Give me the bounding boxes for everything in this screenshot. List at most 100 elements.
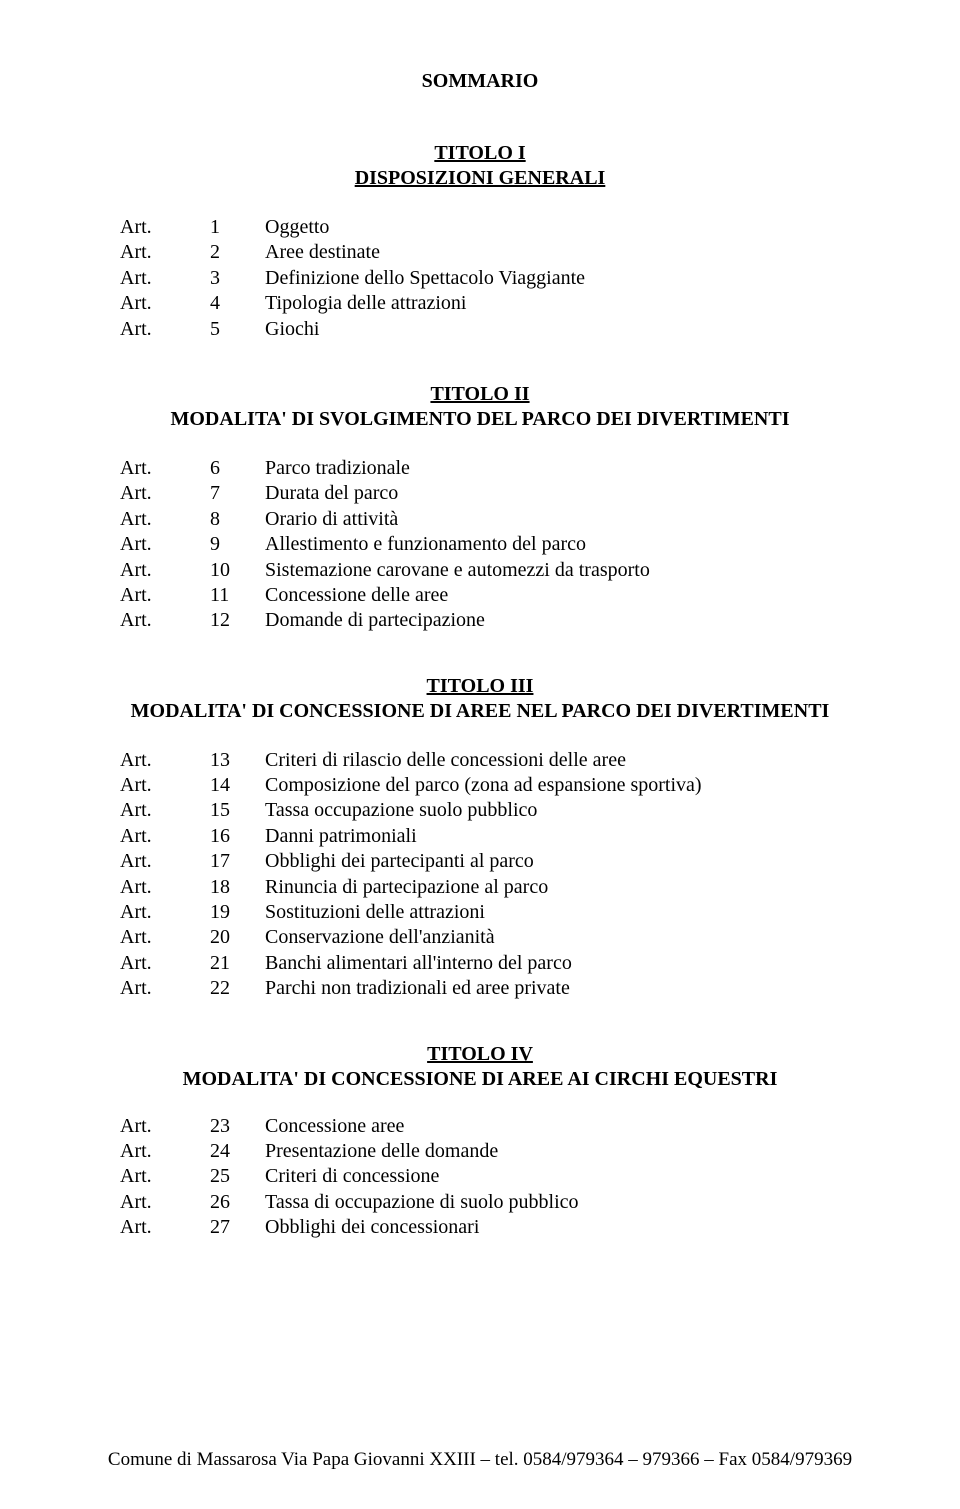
toc-art-title: Parchi non tradizionali ed aree private [265,976,840,1001]
toc-art-title: Oggetto [265,215,840,240]
toc-row: Art.8Orario di attività [120,507,840,532]
toc-art-number: 21 [210,951,265,976]
toc-row: Art.20Conservazione dell'anzianità [120,925,840,950]
toc-art-number: 3 [210,266,265,291]
toc-art-number: 2 [210,240,265,265]
toc-art-title: Danni patrimoniali [265,824,840,849]
toc-row: Art.18Rinuncia di partecipazione al parc… [120,875,840,900]
toc-row: Art.2Aree destinate [120,240,840,265]
toc-row: Art.6Parco tradizionale [120,456,840,481]
toc-art-title: Concessione delle aree [265,583,840,608]
toc-art-title: Banchi alimentari all'interno del parco [265,951,840,976]
toc-art-label: Art. [120,1139,210,1164]
toc-art-number: 13 [210,748,265,773]
toc-art-number: 4 [210,291,265,316]
toc-art-label: Art. [120,1190,210,1215]
toc-row: Art.27Obblighi dei concessionari [120,1215,840,1240]
titolo1-line2: DISPOSIZIONI GENERALI [355,167,606,189]
titolo2-items: Art.6Parco tradizionaleArt.7Durata del p… [120,456,840,634]
sommario-heading: SOMMARIO [120,70,840,93]
toc-art-title: Composizione del parco (zona ad espansio… [265,773,840,798]
toc-art-number: 8 [210,507,265,532]
toc-art-number: 17 [210,849,265,874]
toc-row: Art.1Oggetto [120,215,840,240]
toc-art-title: Criteri di concessione [265,1164,840,1189]
toc-row: Art.19Sostituzioni delle attrazioni [120,900,840,925]
toc-art-number: 6 [210,456,265,481]
toc-row: Art.14Composizione del parco (zona ad es… [120,773,840,798]
toc-art-label: Art. [120,900,210,925]
toc-art-number: 19 [210,900,265,925]
toc-art-title: Conservazione dell'anzianità [265,925,840,950]
toc-art-title: Parco tradizionale [265,456,840,481]
toc-art-title: Durata del parco [265,481,840,506]
toc-art-title: Obblighi dei partecipanti al parco [265,849,840,874]
toc-art-label: Art. [120,507,210,532]
toc-art-number: 27 [210,1215,265,1240]
toc-art-title: Giochi [265,317,840,342]
toc-art-label: Art. [120,976,210,1001]
toc-row: Art.4Tipologia delle attrazioni [120,291,840,316]
toc-art-label: Art. [120,291,210,316]
toc-art-title: Allestimento e funzionamento del parco [265,532,840,557]
toc-art-title: Domande di partecipazione [265,608,840,633]
toc-art-label: Art. [120,875,210,900]
toc-row: Art.17Obblighi dei partecipanti al parco [120,849,840,874]
titolo4-heading: TITOLO IV MODALITA' DI CONCESSIONE DI AR… [120,1042,840,1092]
toc-art-title: Orario di attività [265,507,840,532]
titolo3-items: Art.13Criteri di rilascio delle concessi… [120,748,840,1002]
toc-art-label: Art. [120,481,210,506]
toc-art-label: Art. [120,1215,210,1240]
toc-art-label: Art. [120,583,210,608]
toc-row: Art.3Definizione dello Spettacolo Viaggi… [120,266,840,291]
titolo1-items: Art.1OggettoArt.2Aree destinateArt.3Defi… [120,215,840,342]
toc-row: Art.7Durata del parco [120,481,840,506]
titolo3-heading: TITOLO III MODALITA' DI CONCESSIONE DI A… [120,674,840,724]
titolo3-line1: TITOLO III [427,675,534,697]
toc-art-label: Art. [120,849,210,874]
toc-row: Art.26Tassa di occupazione di suolo pubb… [120,1190,840,1215]
toc-row: Art.23Concessione aree [120,1114,840,1139]
toc-art-number: 7 [210,481,265,506]
titolo1-heading: TITOLO I DISPOSIZIONI GENERALI [120,141,840,191]
toc-row: Art.15Tassa occupazione suolo pubblico [120,798,840,823]
toc-art-title: Aree destinate [265,240,840,265]
titolo1-line1: TITOLO I [434,142,525,164]
toc-art-number: 14 [210,773,265,798]
toc-art-number: 5 [210,317,265,342]
titolo3-line2: MODALITA' DI CONCESSIONE DI AREE NEL PAR… [131,700,830,722]
toc-row: Art.24Presentazione delle domande [120,1139,840,1164]
toc-art-label: Art. [120,240,210,265]
toc-art-title: Tassa di occupazione di suolo pubblico [265,1190,840,1215]
titolo2-line2: MODALITA' DI SVOLGIMENTO DEL PARCO DEI D… [171,408,790,430]
document-page: SOMMARIO TITOLO I DISPOSIZIONI GENERALI … [0,0,960,1509]
toc-art-number: 10 [210,558,265,583]
toc-art-label: Art. [120,773,210,798]
toc-art-title: Definizione dello Spettacolo Viaggiante [265,266,840,291]
toc-art-number: 15 [210,798,265,823]
toc-art-number: 26 [210,1190,265,1215]
titolo4-items: Art.23Concessione areeArt.24Presentazion… [120,1114,840,1241]
toc-art-number: 16 [210,824,265,849]
toc-art-number: 18 [210,875,265,900]
toc-art-title: Criteri di rilascio delle concessioni de… [265,748,840,773]
toc-art-label: Art. [120,1164,210,1189]
toc-row: Art.12Domande di partecipazione [120,608,840,633]
toc-row: Art.5Giochi [120,317,840,342]
toc-art-number: 23 [210,1114,265,1139]
toc-art-title: Sostituzioni delle attrazioni [265,900,840,925]
toc-art-number: 11 [210,583,265,608]
toc-art-label: Art. [120,1114,210,1139]
toc-art-label: Art. [120,798,210,823]
toc-art-label: Art. [120,824,210,849]
toc-art-label: Art. [120,532,210,557]
toc-art-label: Art. [120,748,210,773]
toc-row: Art.22Parchi non tradizionali ed aree pr… [120,976,840,1001]
toc-row: Art.21Banchi alimentari all'interno del … [120,951,840,976]
toc-art-number: 22 [210,976,265,1001]
toc-art-label: Art. [120,456,210,481]
toc-art-label: Art. [120,558,210,583]
toc-art-number: 24 [210,1139,265,1164]
toc-art-label: Art. [120,608,210,633]
toc-art-label: Art. [120,266,210,291]
